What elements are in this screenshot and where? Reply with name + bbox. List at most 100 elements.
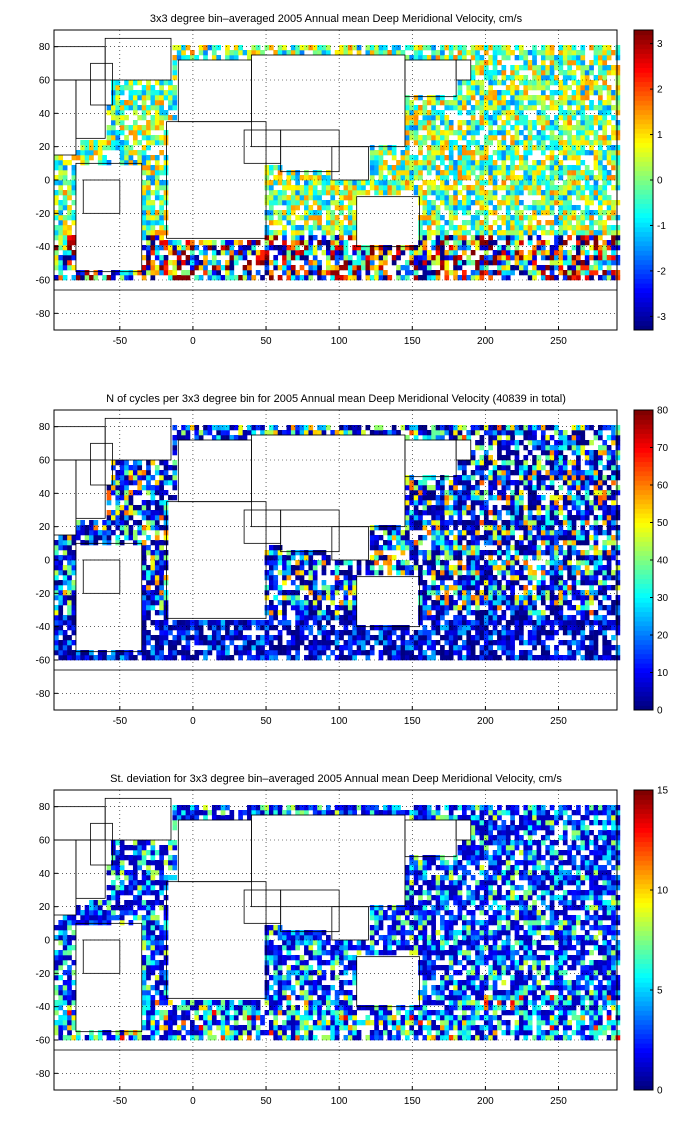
heatmap-cell — [268, 545, 274, 551]
heatmap-cell — [106, 495, 112, 501]
heatmap-cell — [238, 250, 243, 256]
heatmap-cell — [470, 550, 476, 556]
heatmap-cell — [580, 55, 586, 61]
heatmap-cell — [111, 125, 116, 131]
heatmap-cell — [154, 585, 160, 591]
heatmap-cell — [488, 435, 494, 441]
heatmap-cell — [247, 645, 252, 651]
heatmap-cell — [483, 530, 489, 536]
heatmap-cell — [488, 490, 494, 496]
heatmap-cell — [549, 275, 555, 281]
heatmap-cell — [400, 170, 406, 176]
heatmap-cell — [268, 190, 274, 196]
heatmap-cell — [532, 120, 537, 126]
heatmap-cell — [141, 610, 147, 616]
heatmap-cell — [532, 135, 537, 141]
heatmap-cell — [431, 530, 436, 536]
heatmap-cell — [312, 615, 318, 621]
heatmap-cell — [497, 170, 502, 176]
heatmap-cell — [194, 55, 200, 61]
heatmap-cell — [264, 575, 270, 581]
heatmap-cell — [483, 270, 489, 276]
heatmap-cell — [435, 190, 441, 196]
heatmap-cell — [435, 485, 441, 491]
heatmap-cell — [286, 215, 292, 221]
heatmap-cell — [172, 75, 178, 81]
heatmap-cell — [483, 155, 489, 161]
heatmap-cell — [374, 170, 379, 176]
heatmap-cell — [132, 160, 138, 166]
heatmap-cell — [286, 645, 292, 651]
heatmap-cell — [154, 550, 160, 556]
heatmap-cell — [150, 635, 156, 641]
heatmap-cell — [558, 100, 564, 106]
heatmap-cell — [220, 275, 226, 281]
heatmap-cell — [589, 220, 594, 226]
heatmap-cell — [444, 640, 450, 646]
heatmap-cell — [387, 430, 393, 436]
heatmap-cell — [418, 595, 423, 601]
heatmap-cell — [444, 185, 450, 191]
heatmap-cell — [562, 170, 568, 176]
heatmap-cell — [181, 635, 186, 641]
heatmap-cell — [312, 45, 318, 51]
heatmap-cell — [426, 430, 432, 436]
heatmap-cell — [299, 615, 305, 621]
heatmap-cell — [532, 275, 537, 281]
heatmap-cell — [62, 575, 68, 581]
heatmap-cell — [181, 435, 186, 441]
heatmap-cell — [475, 470, 480, 476]
heatmap-cell — [483, 510, 489, 516]
heatmap-cell — [540, 45, 546, 51]
heatmap-cell — [597, 205, 603, 211]
heatmap-cell — [268, 200, 274, 206]
heatmap-cell — [71, 605, 77, 611]
heatmap-cell — [501, 155, 507, 161]
heatmap-cell — [549, 245, 555, 251]
heatmap-cell — [312, 650, 318, 656]
heatmap-cell — [554, 170, 559, 176]
heatmap-cell — [312, 260, 318, 266]
heatmap-cell — [488, 550, 494, 556]
heatmap-cell — [571, 180, 577, 186]
heatmap-cell — [154, 140, 160, 146]
heatmap-cell — [150, 90, 156, 96]
heatmap-cell — [391, 180, 397, 186]
heatmap-cell — [154, 215, 160, 221]
heatmap-cell — [505, 55, 511, 61]
heatmap-cell — [404, 560, 410, 566]
heatmap-cell — [510, 175, 515, 181]
heatmap-cell — [571, 255, 577, 261]
heatmap-cell — [488, 580, 494, 586]
heatmap-cell — [501, 260, 507, 266]
heatmap-cell — [453, 240, 458, 246]
heatmap-cell — [137, 105, 143, 111]
heatmap-cell — [207, 645, 213, 651]
heatmap-cell — [154, 125, 160, 131]
heatmap-cell — [150, 165, 156, 171]
heatmap-cell — [146, 195, 151, 201]
heatmap-cell — [497, 535, 502, 541]
heatmap-cell — [154, 230, 160, 236]
heatmap-cell — [470, 165, 476, 171]
heatmap-cell — [567, 215, 572, 221]
heatmap-cell — [501, 175, 507, 181]
heatmap-cell — [84, 160, 90, 166]
heatmap-cell — [483, 170, 489, 176]
heatmap-cell — [435, 235, 441, 241]
heatmap-cell — [492, 540, 498, 546]
heatmap-cell — [189, 265, 195, 271]
heatmap-cell — [422, 490, 428, 496]
heatmap-cell — [457, 105, 463, 111]
heatmap-cell — [146, 180, 151, 186]
x-tick-label: 200 — [477, 336, 494, 347]
heatmap-cell — [540, 150, 546, 156]
heatmap-cell — [461, 150, 467, 156]
heatmap-cell — [378, 555, 384, 561]
heatmap-cell — [163, 240, 169, 246]
heatmap-cell — [150, 510, 156, 516]
heatmap-cell — [488, 95, 494, 101]
heatmap-cell — [479, 175, 485, 181]
heatmap-cell — [163, 140, 169, 146]
heatmap-cell — [540, 60, 546, 66]
